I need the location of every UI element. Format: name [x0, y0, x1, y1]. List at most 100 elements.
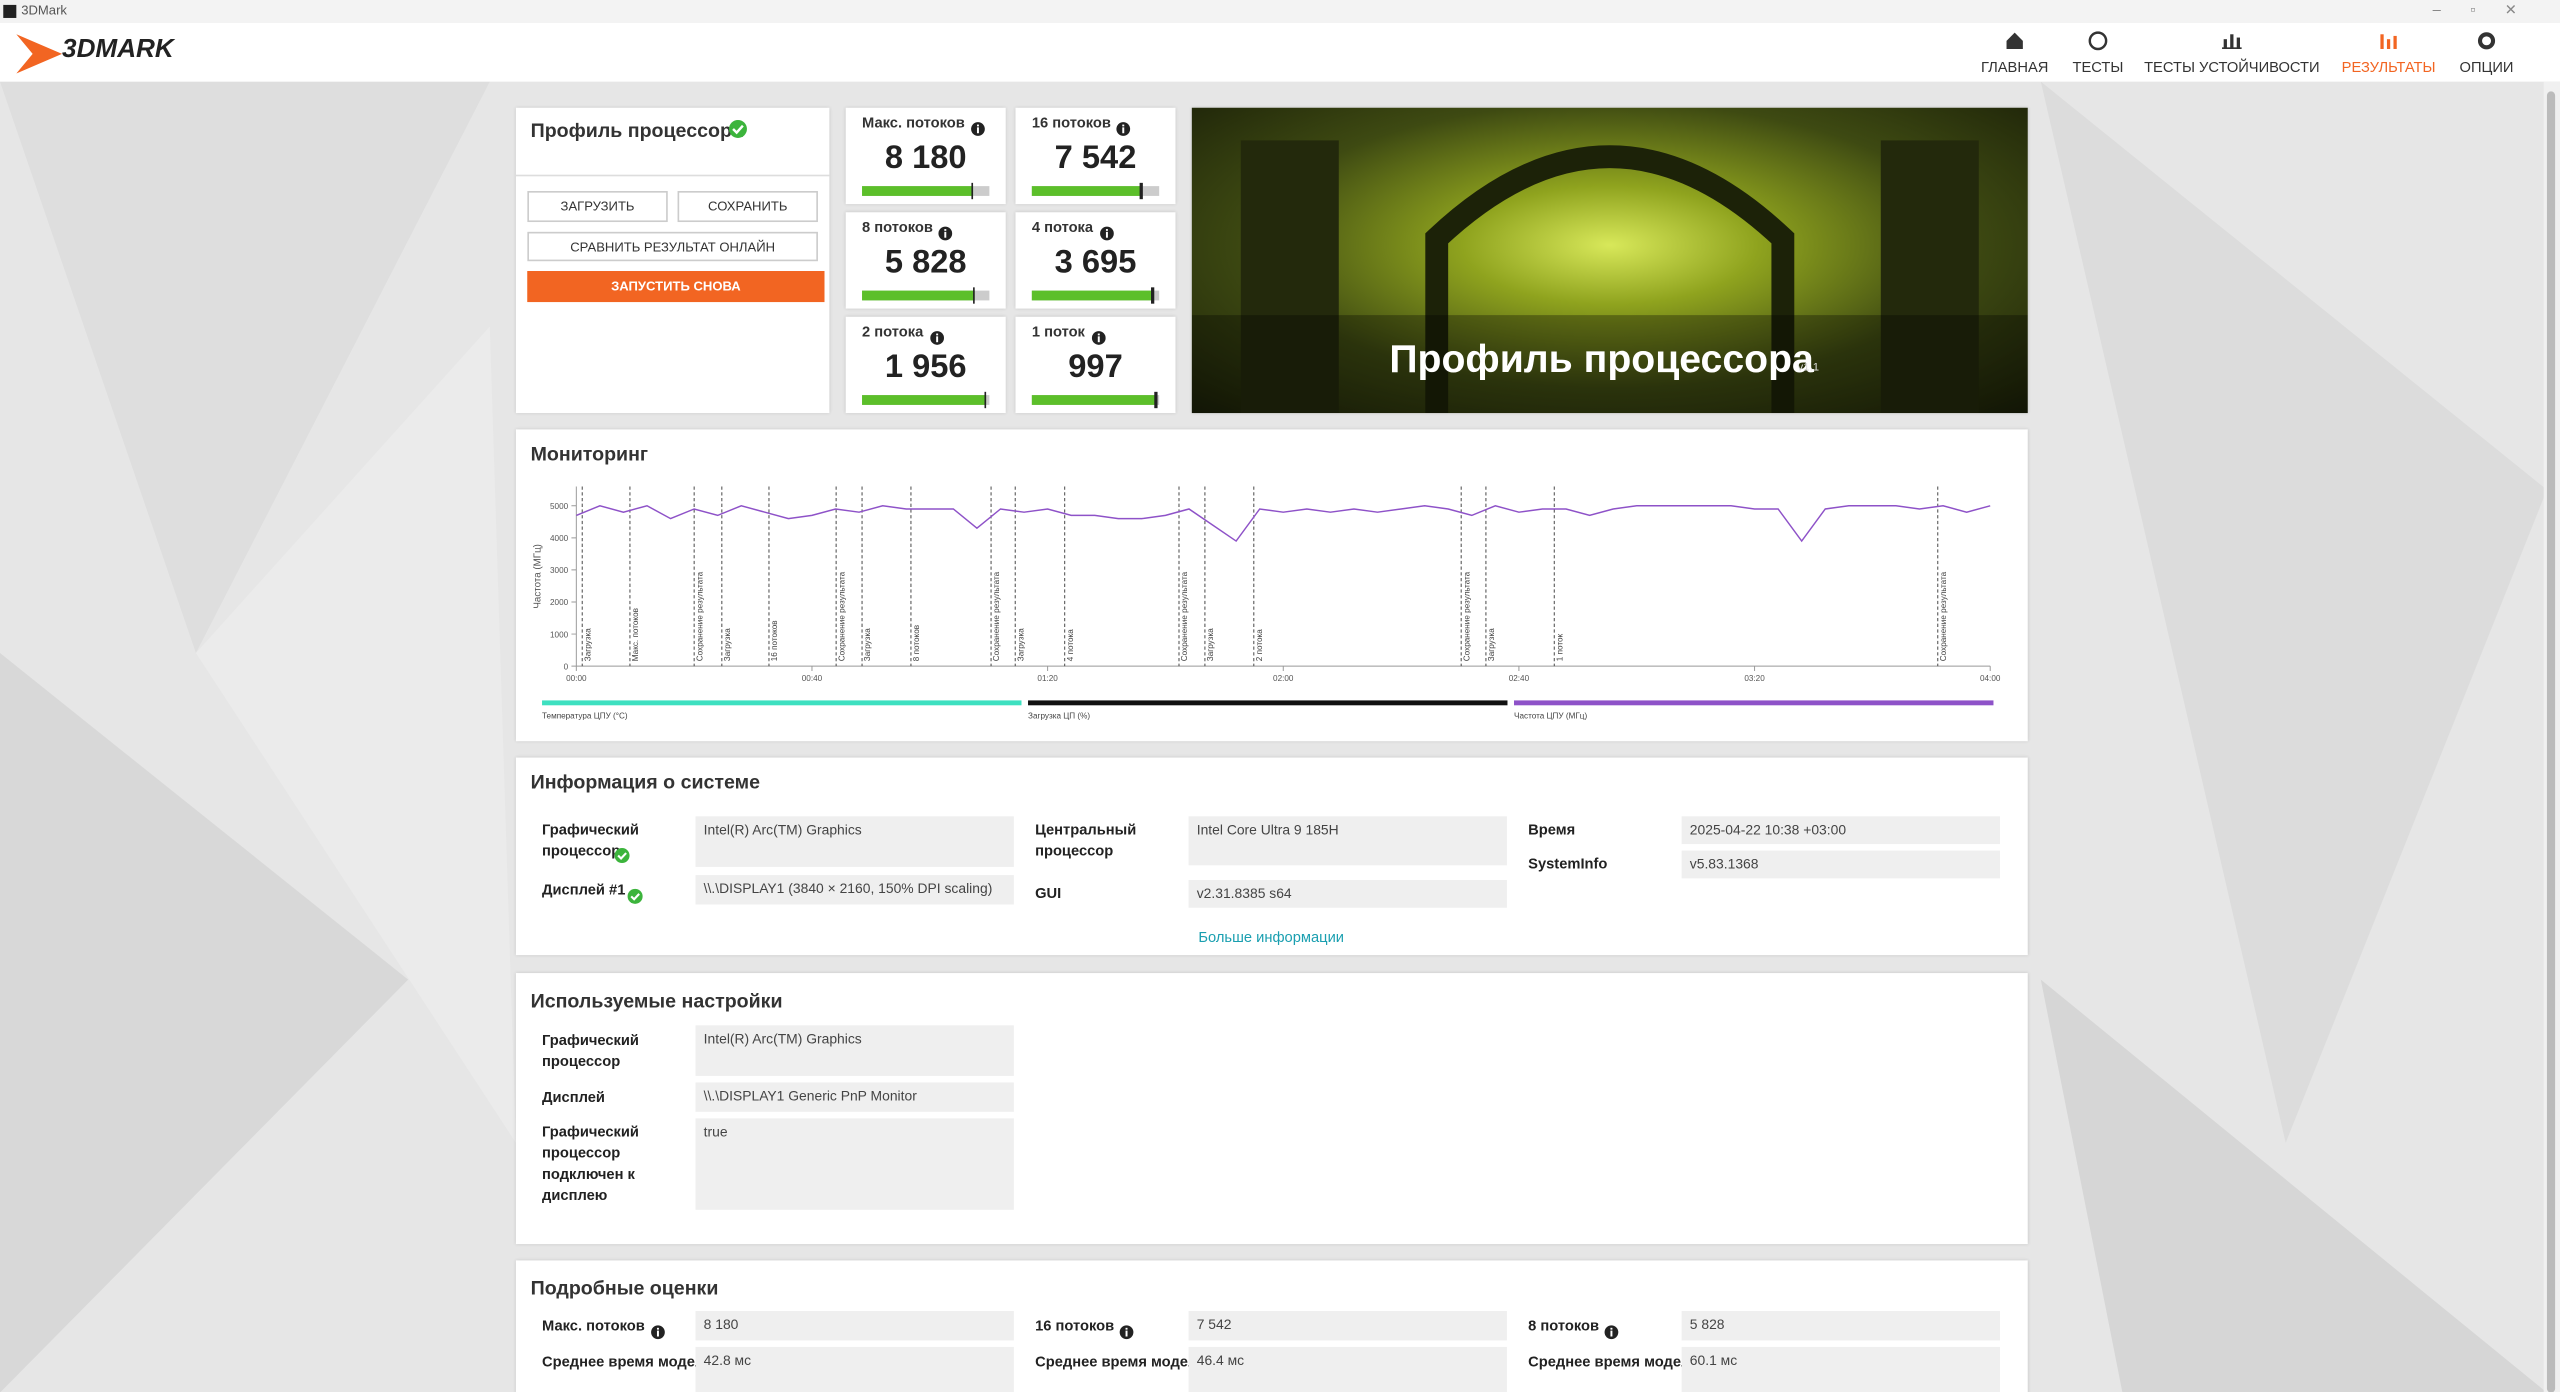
detail-value: 42.8 мс	[695, 1346, 1014, 1392]
info-label: SystemInfo	[1528, 855, 1608, 872]
more-info-link[interactable]: Больше информации	[1198, 928, 1345, 946]
profile-card: Профиль процессора ЗАГРУЗИТЬ СОХРАНИТЬ С…	[515, 107, 830, 414]
info-icon	[929, 325, 945, 345]
x-tick-label: 02:40	[1509, 674, 1530, 683]
info-value: v5.83.1368	[1681, 850, 2000, 879]
score-bar-marker	[1139, 182, 1143, 200]
event-label: Загрузка	[1016, 628, 1025, 661]
logo-icon	[16, 34, 63, 74]
score-label: 4 потока	[1031, 218, 1094, 236]
info-icon	[1091, 325, 1107, 345]
score-bar-fill	[1031, 186, 1142, 196]
event-label: 8 потоков	[912, 625, 921, 661]
score-value: 1 956	[884, 349, 967, 386]
banner-title: Профиль процессора	[1389, 337, 1814, 383]
info-label: Графический процессор	[542, 821, 639, 859]
y-tick-label: 1000	[550, 630, 569, 639]
score-label: 2 потока	[862, 323, 924, 340]
info-value: true	[695, 1118, 1014, 1210]
info-label: GUI	[1035, 884, 1062, 902]
scrollbar-thumb[interactable]	[2546, 91, 2556, 1392]
score-label: 1 поток	[1031, 323, 1085, 340]
nav-item[interactable]: ТЕСТЫ	[2072, 58, 2124, 76]
banner-art	[1191, 140, 2028, 414]
detailed-title: Подробные оценки	[530, 1276, 719, 1300]
nav-item[interactable]: РЕЗУЛЬТАТЫ	[2341, 58, 2436, 76]
header: 3DMARK	[0, 22, 2560, 82]
window-controls[interactable]: –▫✕	[2432, 1, 2547, 18]
x-tick-label: 00:40	[802, 674, 823, 683]
score-value: 7 542	[1054, 140, 1137, 177]
score-bar-fill	[1031, 290, 1153, 301]
compare-button[interactable]: СРАВНИТЬ РЕЗУЛЬТАТ ОНЛАЙН	[527, 231, 818, 262]
detail-value: 5 828	[1681, 1311, 2000, 1341]
run-again-button[interactable]: ЗАПУСТИТЬ СНОВА	[527, 271, 825, 303]
x-tick-label: 01:20	[1037, 674, 1058, 683]
nav-icon[interactable]	[2003, 29, 2026, 52]
scrollbar[interactable]	[2543, 81, 2560, 1392]
score-value: 5 828	[884, 244, 967, 281]
detail-label: Макс. потоков	[542, 1317, 645, 1334]
y-tick-label: 4000	[550, 534, 569, 543]
system-info-title: Информация о системе	[530, 770, 761, 794]
detail-value: 46.4 мс	[1188, 1346, 1507, 1392]
score-bar-fill	[1031, 395, 1157, 405]
monitoring-chart: 0 1000 2000 3000 4000 5000 00:00 00:40 01:20 02:0…	[532, 486, 2001, 720]
score-value: 8 180	[884, 140, 967, 177]
legend-swatch	[1514, 700, 1994, 706]
legend-label: Температура ЦПУ (°C)	[542, 711, 628, 720]
legend-label: Частота ЦПУ (МГц)	[1514, 711, 1587, 720]
info-icon	[1118, 1319, 1134, 1340]
score-value: 997	[1068, 349, 1123, 386]
nav-icon[interactable]	[2220, 29, 2243, 52]
event-label: Загрузка	[583, 628, 592, 661]
banner: Профиль процессора v1.1	[1191, 107, 2028, 414]
check-icon	[627, 883, 643, 904]
x-tick-label: 04:00	[1980, 674, 2001, 683]
info-label: Центральный процессор	[1035, 821, 1137, 859]
info-value: \\.\DISPLAY1 Generic PnP Monitor	[695, 1082, 1014, 1112]
divider	[515, 174, 830, 177]
event-label: 1 поток	[1555, 633, 1564, 661]
y-tick-label: 5000	[550, 502, 569, 511]
info-value: v2.31.8385 s64	[1188, 879, 1507, 908]
event-label: Загрузка	[1487, 628, 1496, 661]
score-label: 8 потоков	[862, 218, 933, 236]
event-label: Сохранение результата	[1462, 571, 1471, 661]
load-button[interactable]: ЗАГРУЗИТЬ	[527, 191, 668, 223]
nav-icon[interactable]	[2475, 29, 2498, 52]
score-bar-fill	[862, 395, 986, 405]
nav-icon[interactable]	[2377, 29, 2400, 52]
legend-swatch	[542, 700, 1022, 706]
score-bar-marker	[1151, 287, 1154, 304]
event-label: 2 потока	[1255, 629, 1264, 662]
profile-title: Профиль процессора	[530, 119, 743, 143]
nav-item[interactable]: ОПЦИИ	[2459, 58, 2514, 76]
info-icon	[650, 1319, 666, 1340]
y-tick-label: 3000	[550, 566, 569, 575]
window-title: 3DMark	[21, 3, 67, 18]
nav-icon[interactable]	[2087, 29, 2110, 52]
monitoring-title: Мониторинг	[530, 442, 649, 466]
y-tick-label: 2000	[550, 598, 569, 607]
nav-item[interactable]: ГЛАВНАЯ	[1980, 58, 2049, 76]
info-label: Графический процессор подключен к диспле…	[542, 1123, 639, 1204]
y-axis-label: Частота (МГц)	[532, 544, 543, 609]
score-bar-fill	[862, 186, 973, 196]
event-label: 4 потока	[1066, 629, 1075, 662]
event-label: Сохранение результата	[837, 571, 846, 661]
nav-item[interactable]: ТЕСТЫ УСТОЙЧИВОСТИ	[2144, 58, 2320, 76]
event-label: 16 потоков	[770, 620, 779, 661]
score-label: Макс. потоков	[862, 114, 965, 131]
info-icon	[937, 220, 953, 241]
detail-value: 60.1 мс	[1681, 1346, 2000, 1392]
score-bar-marker	[1155, 391, 1158, 409]
info-icon	[970, 116, 986, 136]
detail-value: 7 542	[1188, 1311, 1507, 1341]
x-tick-label: 03:20	[1744, 674, 1765, 683]
info-label: Графический процессор	[542, 1031, 639, 1070]
save-button[interactable]: СОХРАНИТЬ	[677, 191, 818, 223]
